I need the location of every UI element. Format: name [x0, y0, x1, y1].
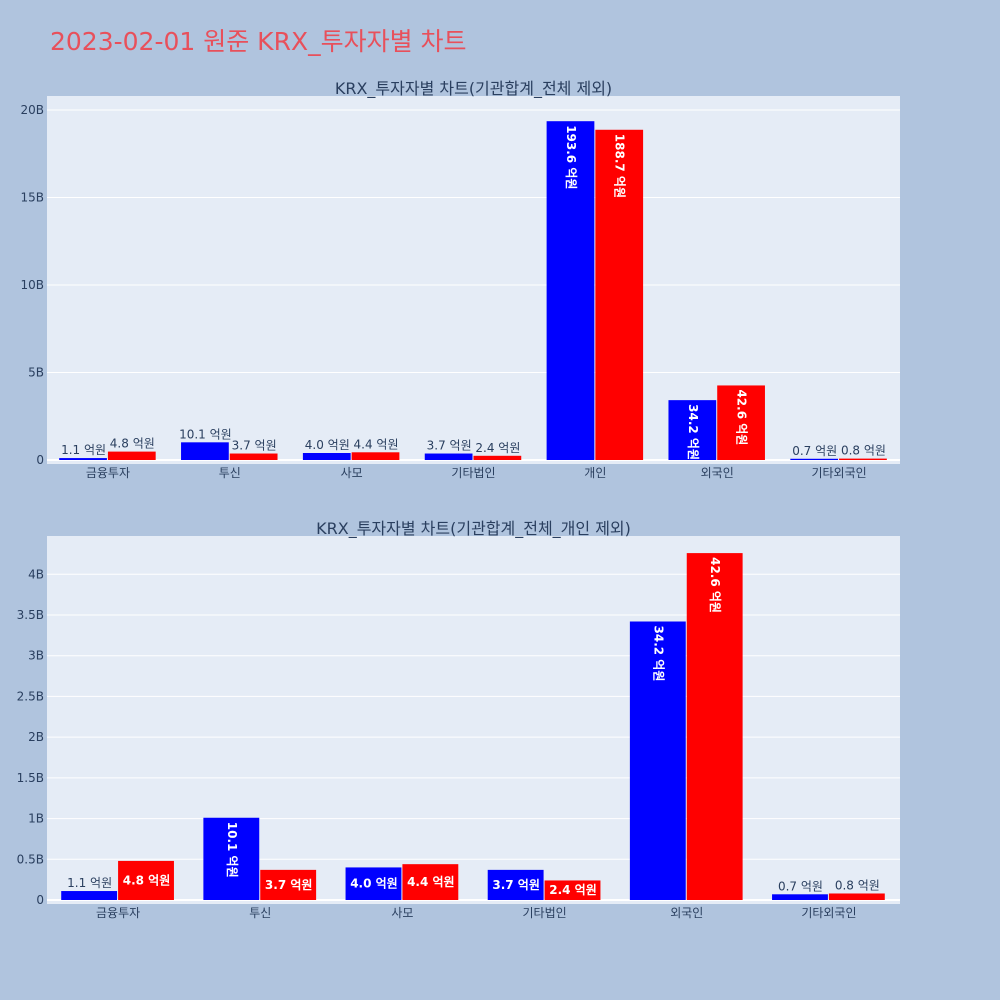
bar: [686, 553, 743, 900]
x-tick-label: 외국인: [670, 906, 703, 920]
bar: [546, 121, 595, 460]
y-tick-label: 10B: [20, 278, 44, 292]
chart-2: 0 0.5B 1B 1.5B 2B 2.5B 3B 3.5B 4B KRX_투자자별 차트(기관합…: [17, 519, 900, 920]
y-tick-label: 20B: [20, 103, 44, 117]
chart-title: KRX_투자자별 차트(기관합계_전체 제외): [335, 79, 612, 99]
data-label: 34.2 억원: [686, 404, 700, 460]
data-label: 0.8 억원: [841, 444, 886, 458]
data-label: 3.7 억원: [265, 878, 313, 892]
data-label: 0.7 억원: [792, 444, 837, 458]
y-tick-label: 0: [36, 453, 44, 467]
data-label: 0.7 억원: [778, 879, 823, 893]
bar: [595, 129, 644, 460]
data-label: 2.4 억원: [475, 441, 520, 455]
bar: [772, 894, 828, 900]
y-tick-label: 1.5B: [17, 771, 44, 785]
bar: [828, 893, 885, 900]
data-label: 0.8 억원: [835, 878, 880, 892]
data-label: 3.7 억원: [492, 878, 540, 892]
bar: [118, 860, 174, 900]
bar: [260, 869, 317, 900]
bar: [302, 453, 351, 460]
data-label: 193.6 억원: [564, 125, 578, 189]
data-label: 3.7 억원: [427, 439, 472, 453]
y-tick-label: 4B: [28, 567, 44, 581]
data-label: 1.1 억원: [67, 876, 112, 890]
data-label: 42.6 억원: [708, 557, 722, 613]
bar: [487, 869, 544, 900]
x-tick-label: 기타외국인: [801, 906, 856, 920]
y-tick-label: 2B: [28, 730, 44, 744]
y-tick-label: 0: [36, 893, 44, 907]
y-tick-label: 2.5B: [17, 689, 44, 703]
data-label: 188.7 억원: [613, 134, 627, 198]
y-tick-label: 0.5B: [17, 852, 44, 866]
y-tick-label: 3B: [28, 649, 44, 663]
bar: [61, 891, 118, 900]
bar: [717, 385, 765, 460]
bar: [203, 817, 260, 900]
data-label: 4.4 억원: [354, 437, 399, 451]
y-tick-label: 1B: [28, 812, 44, 826]
data-label: 2.4 억원: [549, 883, 597, 897]
x-tick-label: 사모: [391, 906, 413, 920]
y-tick-label: 5B: [28, 366, 44, 380]
bar: [402, 864, 459, 900]
page-title: 2023-02-01 원준 KRX_투자자별 차트: [50, 27, 467, 56]
x-tick-label: 투신: [219, 466, 241, 480]
bar: [351, 452, 400, 460]
chart-1: 0 5B 10B 15B 20B KRX_투자자별 차트(기관합계_전체 제외) 금융투자 1…: [20, 79, 900, 480]
y-tick-label: 3.5B: [17, 608, 44, 622]
bar: [544, 880, 601, 900]
bar: [229, 453, 278, 460]
x-tick-label: 개인: [584, 466, 606, 480]
data-label: 4.0 억원: [305, 438, 350, 452]
x-tick-label: 기타법인: [451, 466, 495, 480]
data-label: 10.1 억원: [225, 822, 239, 878]
x-tick-label: 기타법인: [522, 906, 566, 920]
x-tick-label: 기타외국인: [811, 466, 866, 480]
bar: [473, 455, 522, 460]
data-label: 4.0 억원: [350, 877, 398, 891]
bar: [59, 458, 107, 460]
x-tick-label: 금융투자: [86, 466, 130, 480]
data-label: 42.6 억원: [735, 389, 749, 445]
bar: [181, 442, 229, 460]
data-label: 4.4 억원: [407, 875, 455, 889]
y-tick-label: 15B: [20, 191, 44, 205]
plot-area: [47, 536, 900, 904]
x-tick-label: 금융투자: [96, 906, 140, 920]
data-label: 1.1 억원: [61, 443, 106, 457]
bar: [345, 867, 402, 900]
data-label: 4.8 억원: [110, 437, 155, 451]
chart-title: KRX_투자자별 차트(기관합계_전체_개인 제외): [316, 519, 631, 539]
bar: [668, 400, 717, 460]
data-label: 34.2 억원: [651, 626, 665, 682]
x-tick-label: 투신: [249, 906, 271, 920]
bar: [790, 458, 839, 460]
x-tick-label: 외국인: [701, 466, 734, 480]
bar: [107, 451, 156, 460]
x-tick-label: 사모: [341, 466, 363, 480]
bar: [629, 621, 686, 900]
plot-area: [47, 96, 900, 464]
bar: [424, 453, 473, 460]
bar: [839, 458, 887, 460]
data-label: 4.8 억원: [123, 873, 171, 887]
data-label: 3.7 억원: [232, 439, 277, 453]
data-label: 10.1 억원: [179, 427, 232, 441]
